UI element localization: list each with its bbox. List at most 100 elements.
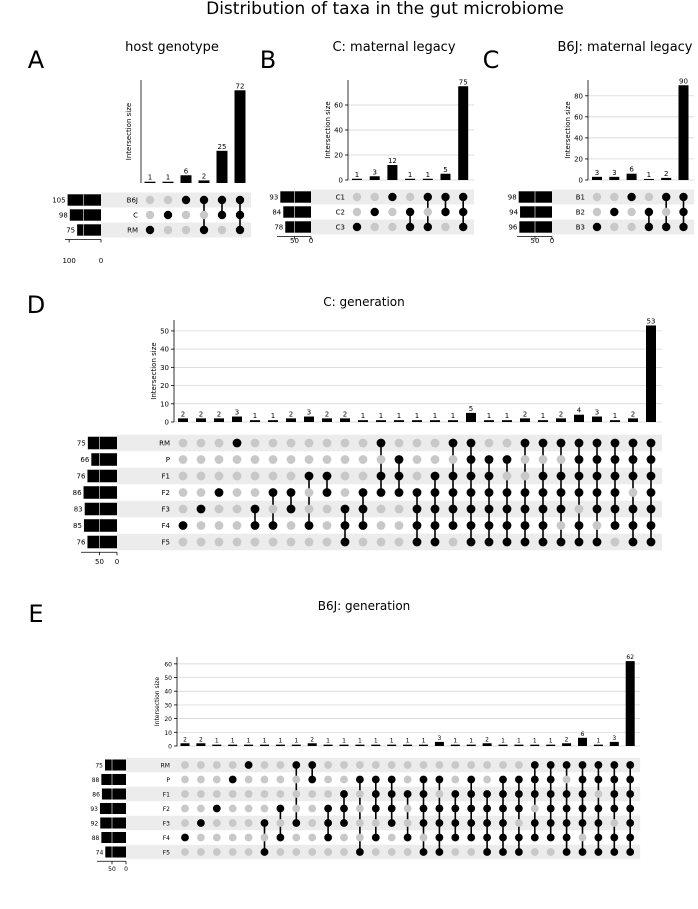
matrix-dot-filled	[304, 521, 314, 530]
matrix-row-stripe	[126, 815, 641, 831]
intersection-value: 1	[533, 738, 537, 745]
intersection-bar	[646, 325, 656, 422]
matrix-dot-filled	[286, 504, 296, 514]
matrix-dot-filled	[574, 521, 584, 530]
matrix-dot-empty	[197, 790, 205, 798]
matrix-dot-filled	[276, 804, 285, 813]
set-size-bar	[283, 206, 311, 218]
intersection-bar	[458, 86, 469, 180]
matrix-dot-filled	[483, 848, 491, 856]
set-size-value: 85	[73, 522, 82, 530]
set-label: C1	[336, 194, 345, 202]
set-label: B3	[576, 224, 585, 232]
matrix-dot-filled	[451, 833, 460, 842]
matrix-dot-filled	[530, 833, 539, 842]
matrix-dot-empty	[628, 488, 638, 497]
intersection-bar	[498, 744, 508, 746]
matrix-dot-filled	[594, 761, 603, 769]
intersection-value: 1	[596, 738, 600, 745]
matrix-dot-empty	[592, 207, 602, 217]
intersection-value: 2	[565, 736, 569, 743]
matrix-dot-filled	[340, 504, 350, 514]
y-tick-label: 40	[334, 127, 343, 135]
matrix-dot-empty	[403, 804, 412, 813]
matrix-dot-empty	[214, 537, 224, 547]
matrix-dot-filled	[556, 537, 566, 547]
set-size-bar	[105, 759, 126, 771]
matrix-dot-filled	[181, 833, 189, 842]
matrix-dot-empty	[394, 537, 404, 547]
matrix-dot-filled	[430, 537, 440, 547]
matrix-dot-empty	[403, 775, 412, 784]
matrix-row-stripe	[552, 189, 695, 205]
intersection-bar	[144, 181, 156, 183]
matrix-dot-filled	[515, 775, 523, 784]
matrix-dot-filled	[260, 848, 269, 856]
matrix-dot-filled	[546, 819, 555, 827]
matrix-dot-empty	[423, 207, 432, 217]
intersection-value: 2	[523, 410, 527, 418]
matrix-dot-empty	[358, 537, 368, 547]
matrix-dot-empty	[145, 195, 155, 205]
intersection-bar	[578, 737, 587, 746]
intersection-bar	[198, 180, 210, 183]
intersection-value: 1	[397, 412, 401, 420]
matrix-dot-filled	[626, 775, 635, 784]
intersection-bar	[530, 744, 540, 746]
matrix-dot-empty	[304, 488, 314, 497]
intersection-bar	[275, 744, 285, 746]
matrix-dot-filled	[610, 438, 620, 448]
matrix-dot-filled	[466, 438, 476, 448]
matrix-dot-empty	[451, 848, 460, 856]
matrix-dot-empty	[610, 222, 619, 232]
matrix-dot-empty	[412, 455, 422, 464]
intersection-bar	[403, 744, 413, 746]
matrix-dot-filled	[308, 775, 317, 784]
matrix-dot-filled	[546, 804, 555, 813]
matrix-dot-empty	[232, 521, 242, 530]
intersection-bar	[322, 418, 332, 422]
intersection-value: 2	[310, 736, 314, 743]
set-size-bar	[83, 486, 117, 499]
matrix-dot-filled	[592, 222, 602, 232]
matrix-dot-filled	[562, 790, 571, 798]
matrix-dot-filled	[646, 488, 656, 497]
intersection-bar	[340, 418, 350, 422]
matrix-dot-empty	[260, 761, 269, 769]
matrix-dot-empty	[286, 471, 296, 481]
set-size-bar	[69, 209, 101, 221]
matrix-dot-empty	[370, 192, 379, 202]
y-tick-label: 0	[165, 419, 169, 427]
matrix-dot-filled	[592, 471, 602, 481]
matrix-row-stripe	[552, 219, 695, 235]
matrix-dot-empty	[592, 192, 602, 202]
matrix-dot-filled	[358, 504, 368, 514]
matrix-dot-filled	[644, 207, 654, 217]
matrix-dot-filled	[324, 804, 332, 813]
matrix-dot-filled	[276, 833, 285, 842]
matrix-dot-empty	[387, 848, 396, 856]
set-size-bars: 98 94 96 50 0	[508, 191, 554, 245]
matrix-dot-empty	[214, 438, 224, 448]
matrix-dot-empty	[520, 471, 530, 481]
membership-matrix: C1 C2 C3	[311, 189, 475, 235]
intersection-value: 1	[361, 412, 365, 420]
matrix-dot-empty	[181, 775, 189, 784]
matrix-dot-empty	[467, 761, 476, 769]
matrix-dot-filled	[484, 504, 494, 514]
matrix-dot-empty	[250, 537, 260, 547]
matrix-dot-filled	[530, 819, 539, 827]
matrix-dot-empty	[212, 833, 221, 842]
matrix-dot-empty	[322, 504, 332, 514]
matrix-dot-filled	[610, 804, 619, 813]
set-size-tick-label: 50	[531, 237, 540, 245]
set-size-tick-label: 0	[309, 237, 313, 245]
set-size-value: 92	[91, 821, 99, 828]
set-label: F1	[163, 792, 170, 799]
panel-title: C: maternal legacy	[332, 40, 455, 55]
y-tick-label: 30	[160, 364, 169, 372]
intersection-value: 1	[326, 738, 330, 745]
intersection-bar	[661, 177, 672, 180]
matrix-dot-filled	[304, 471, 314, 481]
matrix-dot-empty	[419, 833, 428, 842]
